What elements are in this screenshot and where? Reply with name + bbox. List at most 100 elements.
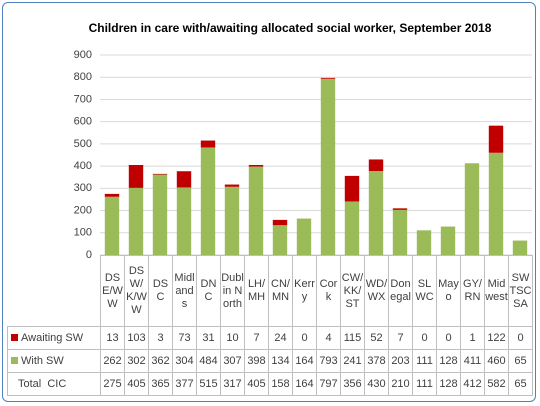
data-label: 7 bbox=[388, 326, 413, 350]
legend-entry: With SW bbox=[7, 349, 101, 373]
y-tick-label: 400 bbox=[74, 160, 92, 172]
total-label: 405 bbox=[244, 372, 269, 396]
data-label: 460 bbox=[484, 349, 509, 373]
y-tick-label: 300 bbox=[74, 182, 92, 194]
total-label: 210 bbox=[388, 372, 413, 396]
bar-segment bbox=[248, 165, 264, 167]
data-label: 307 bbox=[220, 349, 245, 373]
bar-segment bbox=[176, 187, 192, 255]
y-tick-label: 0 bbox=[86, 249, 92, 261]
data-label: 111 bbox=[412, 349, 437, 373]
chart-title: Children in care with/awaiting allocated… bbox=[89, 21, 492, 35]
data-label: 3 bbox=[148, 326, 173, 350]
data-label: 411 bbox=[460, 349, 485, 373]
data-label: 122 bbox=[484, 326, 509, 350]
data-label: 378 bbox=[364, 349, 389, 373]
bar-segment bbox=[368, 171, 384, 255]
x-tick-label: Mayo bbox=[436, 255, 461, 327]
data-label: 65 bbox=[508, 349, 533, 373]
x-tick-label: SLWC bbox=[412, 255, 437, 327]
bar-segment bbox=[488, 125, 504, 153]
total-label: 275 bbox=[100, 372, 125, 396]
x-tick-label: DSC bbox=[148, 255, 173, 327]
bar-segment bbox=[296, 218, 312, 255]
x-tick-label: Midwest bbox=[484, 255, 509, 327]
data-label: 52 bbox=[364, 326, 389, 350]
bar-segment bbox=[320, 77, 336, 79]
bar-segment bbox=[464, 163, 480, 255]
bar-segment bbox=[224, 184, 240, 187]
bar-segment bbox=[200, 140, 216, 148]
bar-segment bbox=[104, 193, 120, 197]
x-tick-label: DSE/WW bbox=[100, 255, 125, 327]
total-label: 128 bbox=[436, 372, 461, 396]
x-tick-label: Cork bbox=[316, 255, 341, 327]
bar-segment bbox=[392, 209, 408, 255]
data-label: 7 bbox=[244, 326, 269, 350]
total-label: 430 bbox=[364, 372, 389, 396]
x-tick-label: Midlands bbox=[172, 255, 197, 327]
x-tick-label: Dublin North bbox=[220, 255, 245, 327]
bar-segment bbox=[104, 196, 120, 255]
bar-segment bbox=[248, 166, 264, 255]
x-tick-label: WD/WX bbox=[364, 255, 389, 327]
total-label: 158 bbox=[268, 372, 293, 396]
legend-label: With SW bbox=[21, 354, 64, 367]
total-label: 111 bbox=[412, 372, 437, 396]
table-row: With SW 262 302 362 304 484 307 398 134 164 793 241… bbox=[7, 349, 533, 373]
data-label: 362 bbox=[148, 349, 173, 373]
data-label: 1 bbox=[460, 326, 485, 350]
y-tick-label: 700 bbox=[74, 93, 92, 105]
legend-swatch bbox=[11, 333, 18, 341]
legend-swatch bbox=[11, 356, 18, 364]
bar-segment bbox=[224, 186, 240, 255]
data-label: 793 bbox=[316, 349, 341, 373]
data-label: 484 bbox=[196, 349, 221, 373]
y-tick-label: 600 bbox=[74, 116, 92, 128]
frame bbox=[2, 2, 536, 402]
x-tick-label: Kerry bbox=[292, 255, 317, 327]
table-row: DSE/WW DSW/K/WW DSC Midlands DNC Dublin North… bbox=[7, 255, 533, 327]
x-tick-label: CN/MN bbox=[268, 255, 293, 327]
data-label: 128 bbox=[436, 349, 461, 373]
bar-segment bbox=[128, 187, 144, 255]
x-tick-label: DNC bbox=[196, 255, 221, 327]
data-label: 0 bbox=[292, 326, 317, 350]
x-tick-label: GY/RN bbox=[460, 255, 485, 327]
data-label: 241 bbox=[340, 349, 365, 373]
total-label: 317 bbox=[220, 372, 245, 396]
bar-segment bbox=[200, 147, 216, 255]
bar-segment bbox=[272, 225, 288, 255]
bar-segment bbox=[344, 175, 360, 202]
x-tick-label: LH/MH bbox=[244, 255, 269, 327]
data-label: 262 bbox=[100, 349, 125, 373]
data-label: 31 bbox=[196, 326, 221, 350]
data-label: 73 bbox=[172, 326, 197, 350]
data-table: DSE/WW DSW/K/WW DSC Midlands DNC Dublin North… bbox=[7, 255, 533, 396]
x-tick-label: CW/KK/ST bbox=[340, 255, 365, 327]
bar-segment bbox=[176, 171, 192, 188]
bar-segment bbox=[152, 173, 168, 175]
data-label: 24 bbox=[268, 326, 293, 350]
row-label: Total CIC bbox=[7, 372, 101, 396]
total-label: 515 bbox=[196, 372, 221, 396]
data-label: 0 bbox=[436, 326, 461, 350]
bar-segment bbox=[392, 208, 408, 210]
bar-segment bbox=[344, 201, 360, 255]
data-label: 164 bbox=[292, 349, 317, 373]
total-label: 164 bbox=[292, 372, 317, 396]
x-tick-label: SWTSCSA bbox=[508, 255, 533, 327]
total-label: 582 bbox=[484, 372, 509, 396]
total-label: 65 bbox=[508, 372, 533, 396]
total-label: 365 bbox=[148, 372, 173, 396]
y-tick-label: 200 bbox=[74, 204, 92, 216]
table-row: Awaiting SW 13 103 3 73 31 10 7 24 0 4 115 52 7 0 0 1 122… bbox=[7, 326, 533, 350]
data-label: 203 bbox=[388, 349, 413, 373]
x-tick-label: Donegal bbox=[388, 255, 413, 327]
y-tick-label: 800 bbox=[74, 71, 92, 83]
corner bbox=[7, 255, 101, 327]
data-label: 134 bbox=[268, 349, 293, 373]
total-label: 377 bbox=[172, 372, 197, 396]
data-label: 4 bbox=[316, 326, 341, 350]
